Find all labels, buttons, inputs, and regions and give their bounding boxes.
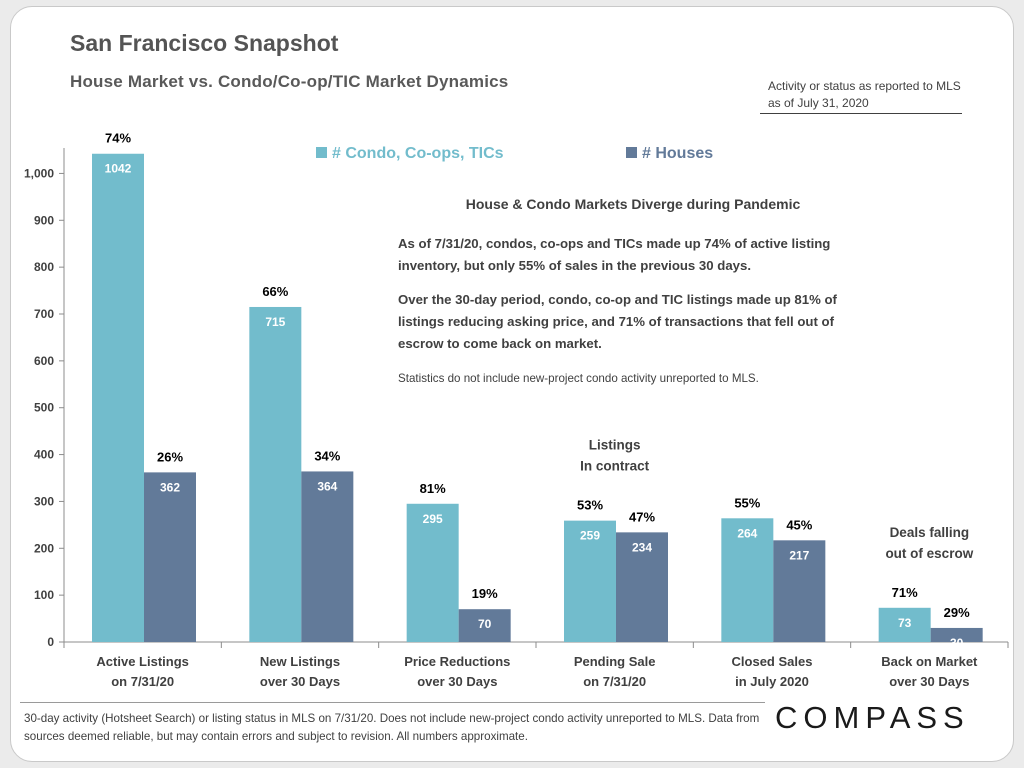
- bar: [721, 518, 774, 642]
- as-of-note: Activity or status as reported to MLS as…: [768, 79, 961, 110]
- bar: [144, 472, 196, 642]
- bar-percent-label: 55%: [734, 495, 760, 510]
- bar-percent-label: 34%: [314, 448, 340, 463]
- bar: [564, 520, 616, 642]
- legend-swatch: [316, 147, 327, 158]
- compass-logo: COMPASS: [775, 700, 970, 735]
- y-tick-label: 100: [34, 588, 54, 602]
- bar: [92, 153, 144, 642]
- bar-value-label: 1042: [105, 162, 132, 176]
- bar-value-label: 70: [478, 617, 492, 631]
- bar-percent-label: 29%: [944, 605, 970, 620]
- bar: [773, 540, 826, 642]
- bar-value-label: 217: [789, 548, 809, 562]
- x-tick-label: Closed Sales: [732, 654, 813, 669]
- x-tick-label: on 7/31/20: [111, 674, 174, 689]
- page-subtitle: House Market vs. Condo/Co-op/TIC Market …: [70, 72, 509, 91]
- bar: [930, 627, 983, 642]
- bar: [616, 532, 668, 642]
- bar: [878, 607, 931, 642]
- bar-percent-label: 81%: [420, 481, 446, 496]
- y-tick-label: 800: [34, 260, 54, 274]
- bar-percent-label: 71%: [892, 585, 918, 600]
- x-tick-label: Price Reductions: [404, 654, 510, 669]
- y-tick-label: 0: [47, 635, 54, 649]
- bar-percent-label: 19%: [472, 586, 498, 601]
- y-tick-label: 700: [34, 307, 54, 321]
- callout-paragraph-2: Over the 30-day period, condo, co-op and…: [398, 292, 837, 351]
- bar: [458, 609, 511, 642]
- x-tick-label: over 30 Days: [417, 674, 497, 689]
- bar: [406, 503, 459, 642]
- bar-percent-label: 45%: [786, 517, 812, 532]
- callout-heading: House & Condo Markets Diverge during Pan…: [465, 196, 801, 212]
- legend-swatch: [626, 147, 637, 158]
- callout-paragraph-1: As of 7/31/20, condos, co-ops and TICs m…: [398, 236, 831, 273]
- x-tick-label: Active Listings: [96, 654, 188, 669]
- x-tick-label: over 30 Days: [260, 674, 340, 689]
- x-tick-label: on 7/31/20: [583, 674, 646, 689]
- bar-value-label: 259: [580, 529, 600, 543]
- bar: [249, 306, 302, 642]
- y-tick-label: 900: [34, 213, 54, 227]
- bar: [301, 471, 354, 642]
- y-tick-label: 500: [34, 401, 54, 415]
- bar-percent-label: 74%: [105, 131, 131, 146]
- as-of-divider: [760, 113, 962, 114]
- footer-divider: [20, 702, 765, 703]
- chart-annotation: Listings: [589, 438, 641, 453]
- legend-label: # Condo, Co-ops, TICs: [332, 145, 504, 162]
- footer-note: 30-day activity (Hotsheet Search) or lis…: [24, 712, 760, 743]
- bar-value-label: 364: [317, 479, 337, 493]
- y-tick-label: 1,000: [24, 166, 54, 180]
- y-tick-label: 200: [34, 541, 54, 555]
- y-tick-label: 300: [34, 494, 54, 508]
- bar-value-label: 234: [632, 540, 652, 554]
- bar-value-label: 295: [423, 512, 443, 526]
- chart-annotation: In contract: [580, 459, 650, 474]
- legend-label: # Houses: [642, 145, 713, 162]
- x-tick-label: Pending Sale: [574, 654, 656, 669]
- bar-value-label: 30: [950, 636, 964, 650]
- chart-annotation: out of escrow: [885, 546, 973, 561]
- bar-value-label: 715: [265, 315, 285, 329]
- x-tick-label: over 30 Days: [889, 674, 969, 689]
- bar-value-label: 264: [737, 526, 757, 540]
- callout-box: House & Condo Markets Diverge during Pan…: [398, 196, 868, 387]
- bar-percent-label: 47%: [629, 509, 655, 524]
- page-title: San Francisco Snapshot: [70, 30, 339, 56]
- chart-annotation: Deals falling: [890, 525, 970, 540]
- bar-percent-label: 26%: [157, 449, 183, 464]
- bar-value-label: 73: [898, 616, 912, 630]
- bar-percent-label: 66%: [262, 284, 288, 299]
- x-tick-label: Back on Market: [881, 654, 978, 669]
- bar-percent-label: 53%: [577, 498, 603, 513]
- y-tick-label: 400: [34, 448, 54, 462]
- y-tick-label: 600: [34, 354, 54, 368]
- bar-value-label: 362: [160, 480, 180, 494]
- callout-note: Statistics do not include new-project co…: [398, 372, 759, 385]
- x-tick-label: New Listings: [260, 654, 340, 669]
- x-tick-label: in July 2020: [735, 674, 809, 689]
